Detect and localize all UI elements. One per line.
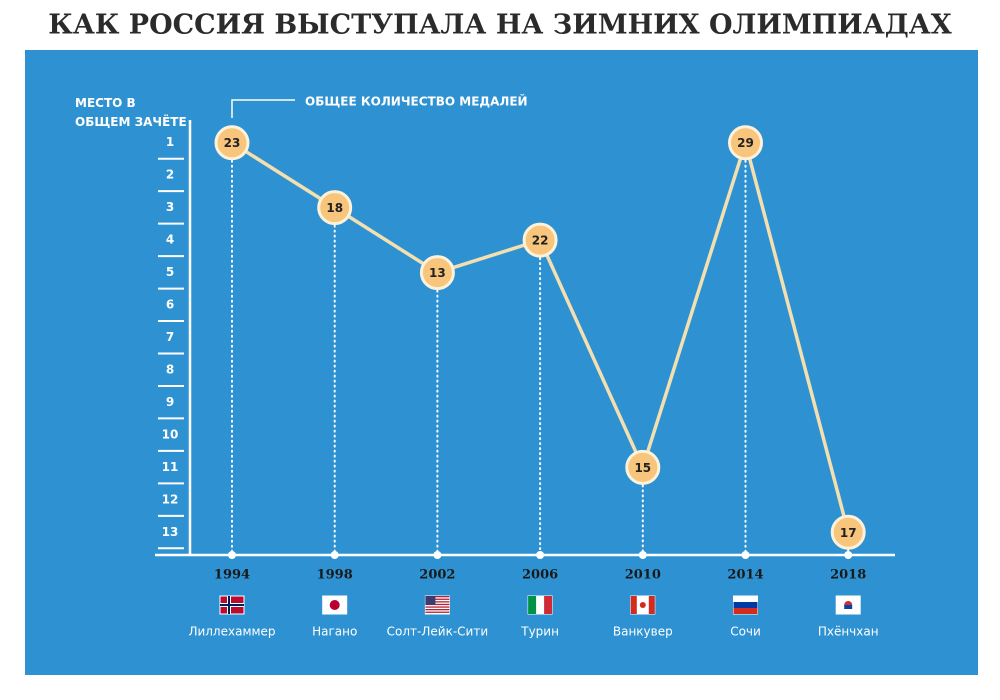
city-label: Пхёнчхан	[818, 625, 879, 639]
x-tick	[844, 551, 853, 559]
flag-part	[844, 605, 853, 609]
x-tick-label: 2002	[419, 568, 455, 583]
y-tick-label: 8	[166, 362, 174, 376]
flag-part	[544, 596, 553, 614]
medal-label: 13	[429, 266, 446, 280]
y-tick-label: 4	[166, 233, 174, 247]
chart-title: КАК РОССИЯ ВЫСТУПАЛА НА ЗИМНИХ ОЛИМПИАДА…	[48, 10, 951, 41]
x-tick	[536, 551, 545, 559]
flag-part	[425, 596, 450, 598]
flag-part	[528, 596, 537, 614]
point	[522, 222, 558, 258]
point	[728, 125, 763, 161]
flag-part	[648, 596, 655, 614]
annotation: ОБЩЕЕ КОЛИЧЕСТВО МЕДАЛЕЙ	[305, 94, 528, 109]
y-tick-label: 6	[166, 298, 174, 312]
flag-part	[329, 600, 340, 610]
panel	[25, 50, 978, 675]
medal-label: 29	[737, 136, 754, 150]
flag-part	[425, 611, 450, 613]
y-tick-label: 10	[162, 427, 179, 441]
city-label: Солт-Лейк-Сити	[387, 625, 488, 639]
medal-label: 22	[532, 234, 549, 248]
x-tick	[741, 551, 750, 559]
flag-part	[425, 609, 450, 611]
medal-label: 17	[840, 526, 857, 540]
annotation-bracket	[231, 99, 295, 118]
point	[317, 190, 353, 226]
x-tick	[228, 551, 236, 559]
y-tick-label: 9	[166, 395, 174, 409]
x-tick-label: 2018	[830, 568, 866, 583]
y-tick-label: 3	[166, 200, 174, 214]
y-label: МЕСТО В ОБЩЕМ ЗАЧЁТЕ	[75, 96, 187, 129]
x-tick-label: 2006	[522, 568, 558, 583]
city-label: Сочи	[730, 625, 761, 639]
y-label-box: МЕСТО В ОБЩЕМ ЗАЧЁТЕ	[75, 96, 187, 129]
flag-part	[425, 603, 450, 606]
flag-part	[630, 596, 637, 614]
flag-part	[220, 604, 244, 606]
flag-part	[425, 601, 450, 603]
y-tick-label: 11	[162, 460, 179, 474]
flag-part	[733, 602, 758, 608]
point	[625, 449, 661, 485]
y-tick-label: 5	[166, 265, 174, 279]
point	[214, 125, 250, 161]
x-tick	[433, 551, 442, 559]
y-tick-label: 13	[162, 525, 179, 539]
point	[830, 514, 866, 550]
x-tick-label: 1994	[214, 568, 250, 583]
x-tick	[638, 551, 647, 559]
medal-label: 15	[634, 461, 651, 475]
x-tick-label: 2010	[625, 568, 661, 583]
flag-part	[425, 596, 436, 605]
medal-label: 23	[224, 136, 241, 150]
city-label: Ванкувер	[613, 625, 673, 639]
x-tick-label: 1998	[317, 568, 353, 583]
y-tick-label: 12	[162, 492, 179, 506]
city-label: Лиллехаммер	[188, 625, 275, 639]
flag-part	[733, 608, 758, 614]
y-tick-label: 7	[166, 330, 174, 344]
flag-part	[639, 602, 646, 608]
y-tick-label: 2	[166, 168, 174, 182]
y-tick-label: 1	[166, 135, 174, 149]
point	[419, 255, 455, 291]
x-tick-label: 2014	[727, 568, 763, 583]
flag-part	[425, 606, 450, 608]
flag-part	[425, 598, 450, 600]
x-tick	[330, 551, 339, 559]
city-label: Турин	[520, 625, 559, 639]
city-label: Нагано	[312, 625, 357, 639]
medal-label: 18	[326, 201, 343, 215]
